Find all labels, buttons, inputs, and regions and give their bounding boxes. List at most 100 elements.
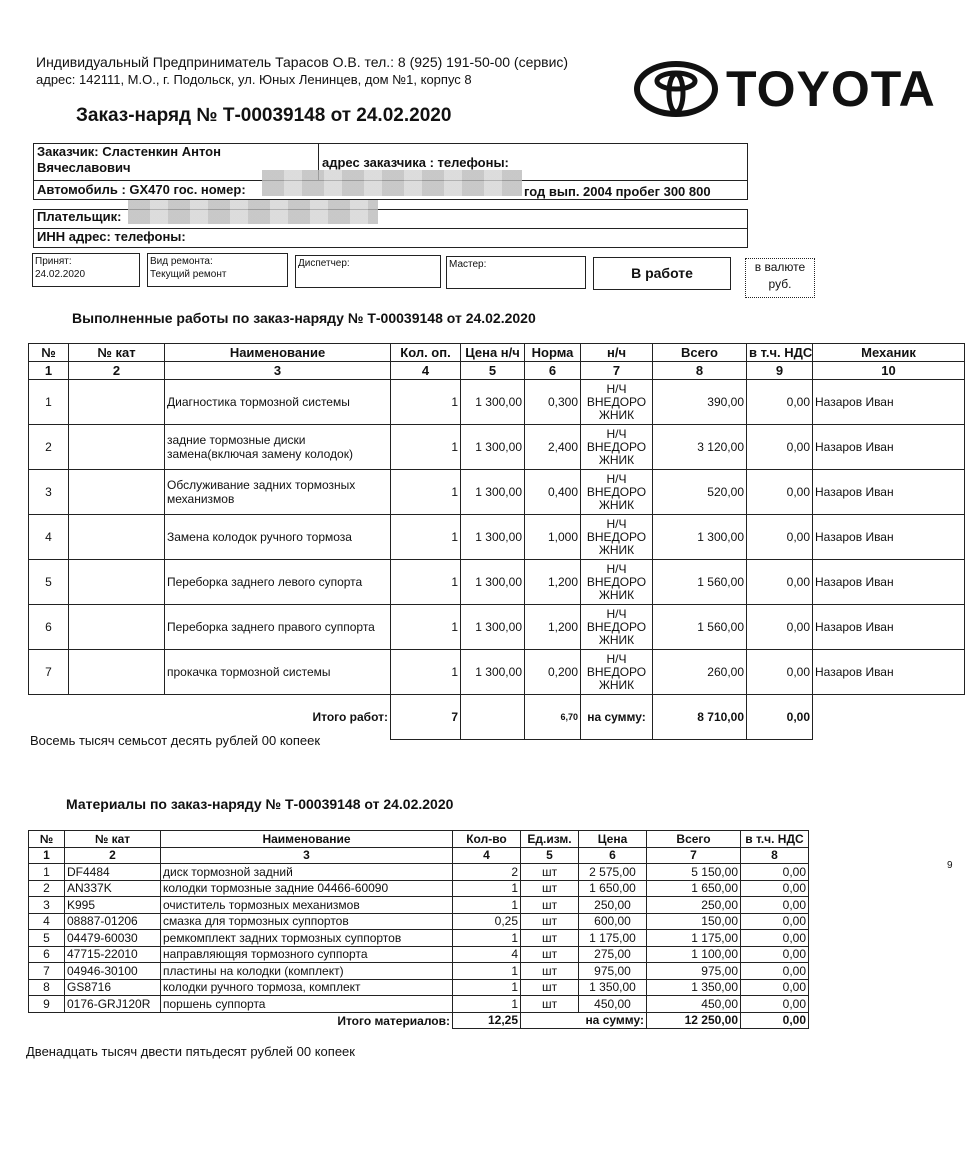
- column-number: 7: [646, 846, 741, 864]
- column-header: №: [28, 830, 65, 848]
- table-cell: шт: [520, 896, 579, 914]
- table-cell: 5: [28, 929, 65, 947]
- table-cell: 3: [28, 896, 65, 914]
- total-row: Итого работ: 7 6,70 на сумму: 8 710,00 0,00: [29, 694, 965, 740]
- table-cell: 1 650,00: [646, 879, 741, 897]
- table-row: 6 47715-22010 направляющяя тормозного супп…: [28, 945, 809, 963]
- table-cell: [68, 424, 165, 470]
- table-cell: 2 575,00: [578, 863, 647, 881]
- table-cell: 2: [28, 879, 65, 897]
- table-cell: 7: [28, 649, 69, 695]
- table-cell: шт: [520, 879, 579, 897]
- table-cell: 1,000: [524, 514, 581, 560]
- column-header: № кат: [64, 830, 161, 848]
- currency-value: руб.: [768, 277, 792, 291]
- table-cell: 08887-01206: [64, 912, 161, 930]
- table-row: 3 K995 очиститель тормозных механизмов 1 шт 2…: [28, 896, 809, 914]
- customer-name: Заказчик: Сластенкин Антон Вячеславович: [37, 144, 221, 175]
- column-number: 2: [64, 846, 161, 864]
- table-row: 3 Обслуживание задних тормозных механизмо…: [28, 469, 965, 515]
- table-cell: 1 300,00: [460, 559, 525, 605]
- table-cell: прокачка тормозной системы: [164, 649, 391, 695]
- table-cell: 6: [28, 945, 65, 963]
- table-cell: 1: [452, 978, 521, 996]
- column-number: 6: [578, 846, 647, 864]
- total-norm: 6,70: [524, 694, 581, 740]
- table-cell: 0,00: [746, 604, 813, 650]
- table-row: 6 Переборка заднего правого суппорта 1 1 30…: [28, 604, 965, 650]
- table-cell: 1 650,00: [578, 879, 647, 897]
- table-cell: 1: [28, 863, 65, 881]
- table-cell: Назаров Иван: [812, 424, 965, 470]
- dispatcher-label: Диспетчер:: [298, 258, 350, 269]
- column-header: Всего: [652, 343, 747, 362]
- sum-label: на сумму:: [520, 1011, 647, 1029]
- column-number: 1: [28, 361, 69, 380]
- total-sum: 8 710,00: [652, 694, 747, 740]
- page-number: 9: [947, 860, 953, 871]
- table-cell: GS8716: [64, 978, 161, 996]
- table-cell: 1 300,00: [460, 514, 525, 560]
- table-cell: 1: [452, 879, 521, 897]
- table-row: 4 Замена колодок ручного тормоза 1 1 300,00…: [28, 514, 965, 560]
- table-cell: 1 560,00: [652, 559, 747, 605]
- works-words: Восемь тысяч семьсот десять рублей 00 ко…: [30, 733, 321, 748]
- table-cell: Переборка заднего правого суппорта: [164, 604, 391, 650]
- table-cell: шт: [520, 945, 579, 963]
- column-number: 5: [520, 846, 579, 864]
- table-cell: диск тормозной задний: [160, 863, 453, 881]
- table-row: 5 04479-60030 ремкомплект задних тормозных…: [28, 929, 809, 947]
- table-cell: [68, 649, 165, 695]
- column-header: Кол. оп.: [390, 343, 461, 362]
- table-row: 5 Переборка заднего левого супорта 1 1 300,…: [28, 559, 965, 605]
- accepted-label: Принят:: [35, 256, 72, 267]
- table-cell: 1: [390, 514, 461, 560]
- table-cell: 5 150,00: [646, 863, 741, 881]
- total-qty: 12,25: [452, 1011, 521, 1029]
- column-header: Наименование: [164, 343, 391, 362]
- total-qty: 7: [390, 694, 461, 740]
- column-number: 6: [524, 361, 581, 380]
- table-cell: 0,00: [740, 962, 809, 980]
- currency-label: в валюте: [754, 260, 806, 274]
- table-row: 2 AN337K колодки тормозные задние 04466-60…: [28, 879, 809, 897]
- currency-box: в валюте руб.: [745, 258, 815, 298]
- table-cell: Н/Ч ВНЕДОРО ЖНИК: [580, 424, 653, 470]
- table-cell: шт: [520, 978, 579, 996]
- table-row: 7 прокачка тормозной системы 1 1 300,00 0,20…: [28, 649, 965, 695]
- column-number: 9: [746, 361, 813, 380]
- total-row: Итого материалов: 12,25 на сумму: 12 250,00…: [29, 1011, 809, 1029]
- table-cell: Н/Ч ВНЕДОРО ЖНИК: [580, 604, 653, 650]
- table-cell: 260,00: [652, 649, 747, 695]
- table-cell: 0,00: [740, 863, 809, 881]
- table-cell: 520,00: [652, 469, 747, 515]
- table-cell: 250,00: [578, 896, 647, 914]
- table-cell: 2,400: [524, 424, 581, 470]
- table-cell: Замена колодок ручного тормоза: [164, 514, 391, 560]
- table-cell: шт: [520, 995, 579, 1013]
- table-cell: 1: [452, 995, 521, 1013]
- total-label: Итого работ:: [312, 710, 389, 725]
- table-cell: [68, 469, 165, 515]
- table-cell: Назаров Иван: [812, 379, 965, 425]
- column-header: Цена н/ч: [460, 343, 525, 362]
- table-cell: 1 350,00: [646, 978, 741, 996]
- header-row: № № кат Наименование Кол-во Ед.изм. Цена Всего…: [28, 830, 809, 848]
- column-header: Всего: [646, 830, 741, 848]
- table-cell: Н/Ч ВНЕДОРО ЖНИК: [580, 469, 653, 515]
- table-cell: Переборка заднего левого супорта: [164, 559, 391, 605]
- table-cell: Назаров Иван: [812, 604, 965, 650]
- column-number-row: 1 2 3 4 5 6 7 8 9 10: [28, 361, 965, 380]
- works-table: № № кат Наименование Кол. оп. Цена н/ч Норма н…: [28, 343, 965, 740]
- table-cell: колодки тормозные задние 04466-60090: [160, 879, 453, 897]
- column-number: 4: [452, 846, 521, 864]
- table-cell: 1: [390, 424, 461, 470]
- materials-table: № № кат Наименование Кол-во Ед.изм. Цена Всего…: [28, 830, 809, 1029]
- column-number: 3: [164, 361, 391, 380]
- column-number: 2: [68, 361, 165, 380]
- customer-address: адрес заказчика : телефоны:: [322, 155, 509, 170]
- table-cell: шт: [520, 863, 579, 881]
- table-cell: пластины на колодки (комплект): [160, 962, 453, 980]
- table-cell: 04479-60030: [64, 929, 161, 947]
